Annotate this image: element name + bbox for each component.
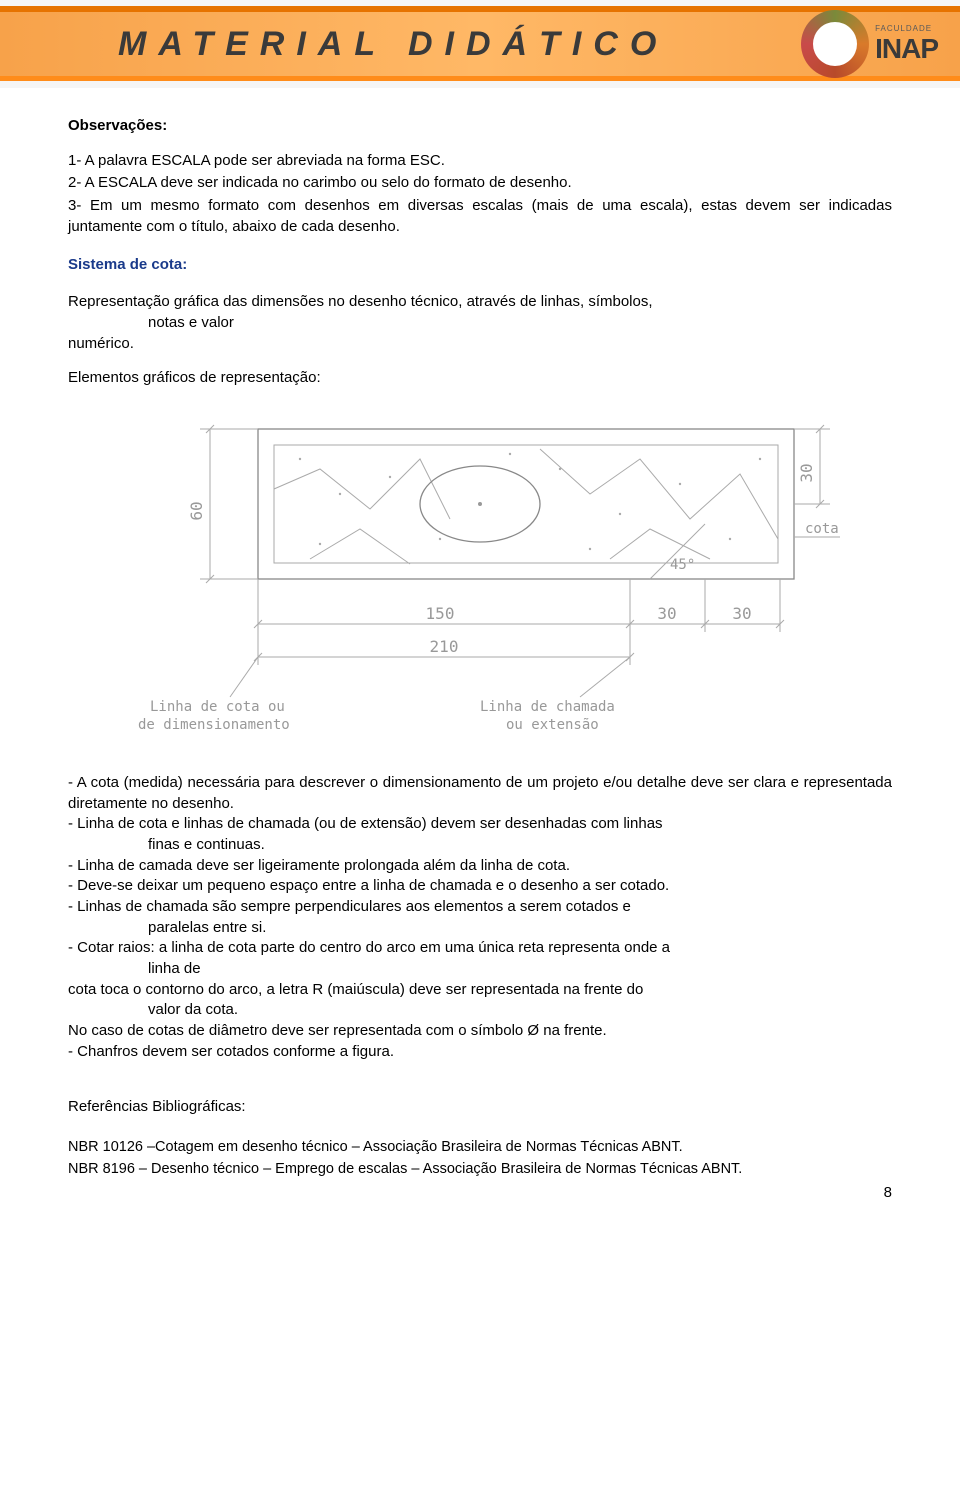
banner-title: MATERIAL DIDÁTICO [118, 25, 668, 64]
bullet-9: cota toca o contorno do arco, a letra R … [68, 980, 892, 1001]
dim-30b: 30 [732, 604, 751, 623]
inap-logo-block: FACULDADE INAP [875, 24, 938, 65]
dim-cota-label: cota [805, 521, 839, 537]
dim-30a: 30 [657, 604, 676, 623]
dim-210: 210 [430, 637, 459, 656]
inap-label: INAP [875, 33, 938, 65]
dim-30-right: 30 [797, 463, 816, 482]
ref-line-2: NBR 8196 – Desenho técnico – Emprego de … [68, 1159, 892, 1179]
dim-angle: 45° [670, 557, 695, 573]
bullet-4: - Deve-se deixar um pequeno espaço entre… [68, 876, 892, 897]
bullet-10: valor da cota. [68, 1000, 892, 1021]
bullet-3: - Linha de camada deve ser ligeiramente … [68, 856, 892, 877]
faculdade-label: FACULDADE [875, 24, 932, 33]
sistema-cota-para-b: notas e valor [68, 313, 892, 334]
bullet-0: - A cota (medida) necessária para descre… [68, 773, 892, 814]
bullet-2: finas e continuas. [68, 835, 892, 856]
bullet-12: - Chanfros devem ser cotados conforme a … [68, 1042, 892, 1063]
header-banner: MATERIAL DIDÁTICO FACULDADE INAP [0, 0, 960, 88]
cota-diagram-svg: 60 30 cota 45° 150 [110, 399, 850, 749]
sistema-cota-para-a: Representação gráfica das dimensões no d… [68, 292, 892, 313]
obs-item-1: 1- A palavra ESCALA pode ser abreviada n… [68, 151, 892, 172]
annot-linha-cota-2: de dimensionamento [138, 717, 290, 733]
bullet-7: - Cotar raios: a linha de cota parte do … [68, 938, 892, 959]
bullet-8: linha de [68, 959, 892, 980]
page-content: Observações: 1- A palavra ESCALA pode se… [0, 88, 960, 1219]
ref-line-1: NBR 10126 –Cotagem em desenho técnico – … [68, 1137, 892, 1157]
bullet-11: No caso de cotas de diâmetro deve ser re… [68, 1021, 892, 1042]
annot-linha-chamada-2: ou extensão [506, 717, 599, 733]
page-number: 8 [884, 1184, 892, 1201]
sistema-cota-para-c: numérico. [68, 334, 892, 355]
cota-diagram: 60 30 cota 45° 150 [110, 399, 850, 749]
references-heading: Referências Bibliográficas: [68, 1097, 892, 1118]
obs-item-2: 2- A ESCALA deve ser indicada no carimbo… [68, 173, 892, 194]
dim-60: 60 [187, 501, 206, 520]
banner-logos: FACULDADE INAP [801, 10, 938, 78]
obs-item-3: 3- Em um mesmo formato com desenhos em d… [68, 196, 892, 237]
bullet-6: paralelas entre si. [68, 918, 892, 939]
bullet-1: - Linha de cota e linhas de chamada (ou … [68, 814, 892, 835]
annot-linha-chamada-1: Linha de chamada [480, 699, 615, 715]
elements-heading: Elementos gráficos de representação: [68, 368, 892, 389]
sistema-cota-heading: Sistema de cota: [68, 255, 892, 276]
observacoes-heading: Observações: [68, 116, 892, 137]
swirl-logo-icon [801, 10, 869, 78]
annot-linha-cota-1: Linha de cota ou [150, 699, 285, 715]
dim-150: 150 [426, 604, 455, 623]
bullet-5: - Linhas de chamada são sempre perpendic… [68, 897, 892, 918]
